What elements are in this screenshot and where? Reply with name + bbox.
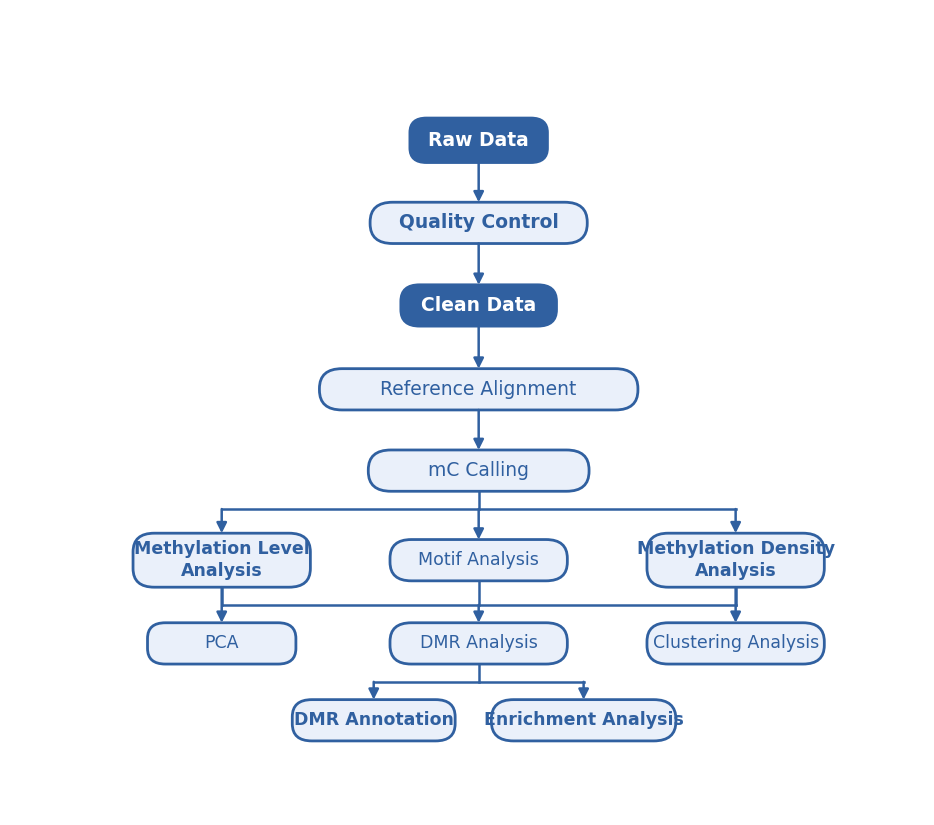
FancyBboxPatch shape: [401, 285, 557, 326]
Text: Raw Data: Raw Data: [429, 131, 529, 150]
Text: DMR Annotation: DMR Annotation: [294, 711, 454, 729]
Text: Motif Analysis: Motif Analysis: [418, 551, 539, 569]
Text: Clustering Analysis: Clustering Analysis: [653, 634, 819, 653]
Text: PCA: PCA: [205, 634, 239, 653]
Text: Reference Alignment: Reference Alignment: [380, 380, 577, 398]
FancyBboxPatch shape: [390, 623, 567, 664]
Text: DMR Analysis: DMR Analysis: [419, 634, 538, 653]
FancyBboxPatch shape: [390, 540, 567, 581]
Text: mC Calling: mC Calling: [428, 461, 530, 480]
FancyBboxPatch shape: [148, 623, 296, 664]
Text: Clean Data: Clean Data: [421, 296, 536, 315]
Text: Methylation Density
Analysis: Methylation Density Analysis: [637, 540, 835, 580]
Text: Quality Control: Quality Control: [399, 214, 559, 233]
FancyBboxPatch shape: [491, 700, 676, 741]
FancyBboxPatch shape: [647, 623, 825, 664]
FancyBboxPatch shape: [410, 118, 547, 163]
Text: Enrichment Analysis: Enrichment Analysis: [484, 711, 684, 729]
FancyBboxPatch shape: [319, 369, 638, 410]
FancyBboxPatch shape: [368, 450, 589, 491]
FancyBboxPatch shape: [292, 700, 455, 741]
FancyBboxPatch shape: [647, 533, 825, 587]
FancyBboxPatch shape: [133, 533, 310, 587]
FancyBboxPatch shape: [370, 202, 587, 243]
Text: Methylation Level
Analysis: Methylation Level Analysis: [134, 540, 309, 580]
